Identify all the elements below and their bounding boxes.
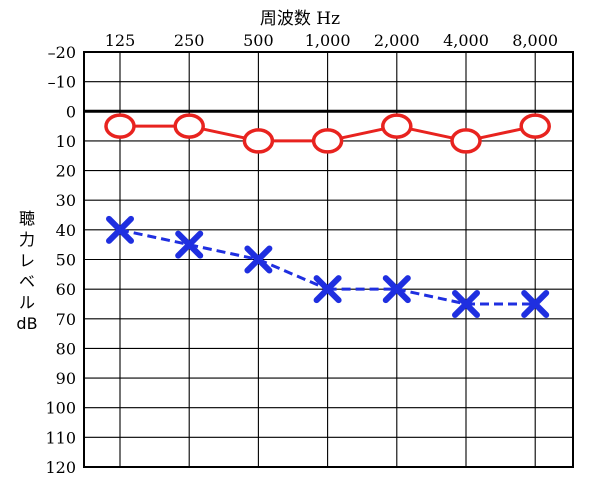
series-1-line-segment — [478, 127, 523, 140]
circle-marker — [242, 128, 275, 154]
x-tick-label: 125 — [105, 31, 136, 50]
x-marker — [452, 289, 480, 318]
x-marker-stroke — [521, 289, 550, 318]
y-axis-label-char: レ — [18, 251, 35, 270]
y-tick-label: 70 — [56, 310, 76, 329]
circle-marker — [173, 113, 205, 139]
y-axis-label-unit: dB — [16, 314, 38, 333]
circle-marker — [104, 113, 136, 139]
y-tick-label: 20 — [56, 162, 76, 181]
x-marker — [521, 289, 550, 318]
y-tick-label: 50 — [56, 251, 76, 270]
x-marker-stroke — [244, 245, 273, 274]
circle-marker — [381, 113, 413, 139]
series-2-line-segment — [257, 258, 329, 291]
y-axis-label-char: 聴 — [18, 209, 35, 228]
y-tick-label: 30 — [56, 191, 76, 210]
series-2-line-segment — [188, 243, 259, 261]
series-1-line-segment — [201, 127, 247, 140]
y-tick-label: –20 — [48, 43, 76, 62]
y-axis-label-char: ベ — [18, 272, 35, 291]
y-tick-label: 40 — [56, 221, 76, 240]
x-marker — [382, 275, 411, 304]
x-marker — [106, 215, 134, 244]
y-tick-label: 60 — [56, 280, 76, 299]
x-tick-label: 500 — [243, 31, 274, 50]
x-tick-label: 250 — [174, 31, 205, 50]
series-1-line-segment — [339, 127, 385, 140]
x-marker — [175, 230, 204, 259]
x-tick-label: 8,000 — [512, 31, 558, 50]
series-1-line-segment — [409, 127, 454, 140]
x-marker-stroke — [382, 275, 411, 304]
x-marker-stroke — [313, 275, 342, 304]
circle-marker — [450, 128, 482, 154]
y-tick-label: 100 — [45, 399, 76, 418]
chart-title: 周波数 Hz — [259, 9, 341, 29]
y-axis-label-char: 力 — [18, 230, 35, 249]
x-marker — [244, 245, 273, 274]
x-marker-stroke — [452, 289, 480, 318]
x-marker-stroke — [106, 215, 134, 244]
circle-marker — [311, 128, 344, 154]
x-tick-label: 1,000 — [305, 31, 351, 50]
x-marker — [313, 275, 342, 304]
y-tick-label: 80 — [56, 339, 76, 358]
y-tick-label: 10 — [56, 132, 76, 151]
y-tick-label: 90 — [56, 369, 76, 388]
y-tick-label: 0 — [66, 102, 76, 121]
series-2-line-segment — [119, 228, 190, 247]
y-tick-label: 110 — [45, 428, 76, 447]
y-tick-label: 120 — [45, 458, 76, 477]
series-2-line-segment — [396, 287, 467, 306]
circle-marker — [519, 113, 551, 139]
y-axis-label-char: ル — [18, 293, 35, 312]
y-axis-label: 聴 力 レ ベ ル dB — [15, 208, 39, 334]
x-marker-stroke — [175, 230, 204, 259]
x-tick-label: 4,000 — [443, 31, 489, 50]
x-tick-label: 2,000 — [374, 31, 420, 50]
y-tick-label: –10 — [48, 73, 76, 92]
